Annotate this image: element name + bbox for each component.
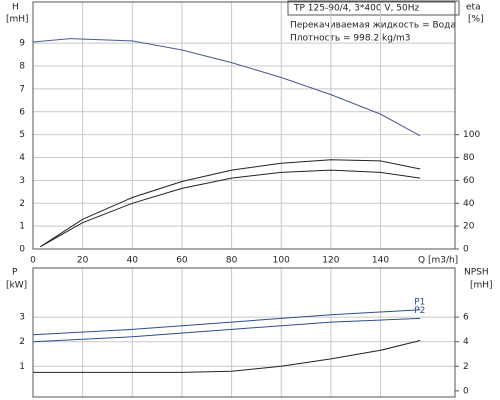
series-label: P1	[414, 297, 425, 307]
y2-tick-label: 40	[463, 199, 475, 209]
y-tick-label: 9	[19, 39, 25, 49]
y2-tick-label: 80	[463, 153, 475, 163]
y-tick-label: 1	[19, 222, 25, 232]
annotation: Перекачиваемая жидкость = Вода	[290, 21, 456, 31]
y2-axis-label: eta	[466, 3, 481, 13]
y2-tick-label: 2	[463, 362, 469, 372]
x-tick-label: 0	[30, 256, 36, 266]
chart-title: TP 125-90/4, 3*400 V, 50Hz	[293, 4, 420, 14]
curve	[32, 317, 421, 343]
y-axis-label: [mH]	[6, 15, 29, 25]
y-tick-label: 1	[19, 362, 25, 372]
y-tick-label: 2	[19, 199, 25, 209]
y2-axis-label: [mH]	[470, 281, 493, 291]
annotation: Плотность = 998.2 kg/m3	[290, 34, 411, 44]
x-axis-label: Q [m3/h]	[418, 256, 458, 266]
y2-axis-label: NPSH	[464, 268, 489, 278]
y2-tick-label: 100	[463, 130, 480, 140]
plot-frame	[32, 1, 456, 250]
x-tick-label: 60	[176, 256, 188, 266]
curve	[33, 340, 421, 373]
y-tick-label: 5	[19, 130, 25, 140]
plot-frame	[32, 267, 456, 398]
y-tick-label: 2	[19, 337, 25, 347]
x-tick-label: 40	[127, 256, 139, 266]
y-tick-label: 6	[19, 107, 25, 117]
x-tick-label: 20	[77, 256, 89, 266]
y-tick-label: 4	[19, 153, 25, 163]
series-label: P2	[414, 306, 425, 316]
y2-tick-label: 0	[463, 245, 469, 255]
y-tick-label: 0	[19, 245, 25, 255]
curve	[32, 38, 421, 137]
y-axis-label: P	[12, 268, 18, 278]
y-tick-label: 8	[19, 62, 25, 72]
y2-tick-label: 4	[463, 337, 469, 347]
y2-tick-label: 6	[463, 313, 469, 323]
y-tick-label: 3	[19, 176, 25, 186]
x-tick-label: 120	[322, 256, 339, 266]
curve	[32, 309, 421, 336]
x-tick-label: 140	[372, 256, 389, 266]
x-tick-label: 80	[226, 256, 238, 266]
y2-tick-label: 20	[463, 222, 475, 232]
y2-tick-label: 0	[463, 386, 469, 396]
y-axis-label: [kW]	[6, 281, 27, 291]
y-tick-label: 7	[19, 84, 25, 94]
y-tick-label: 3	[19, 313, 25, 323]
y2-axis-label: [%]	[468, 15, 484, 25]
y2-tick-label: 60	[463, 176, 475, 186]
curve	[40, 169, 421, 248]
title-box	[287, 0, 460, 16]
curve	[40, 159, 421, 248]
x-tick-label: 100	[273, 256, 290, 266]
y-axis-label: H	[12, 3, 19, 13]
